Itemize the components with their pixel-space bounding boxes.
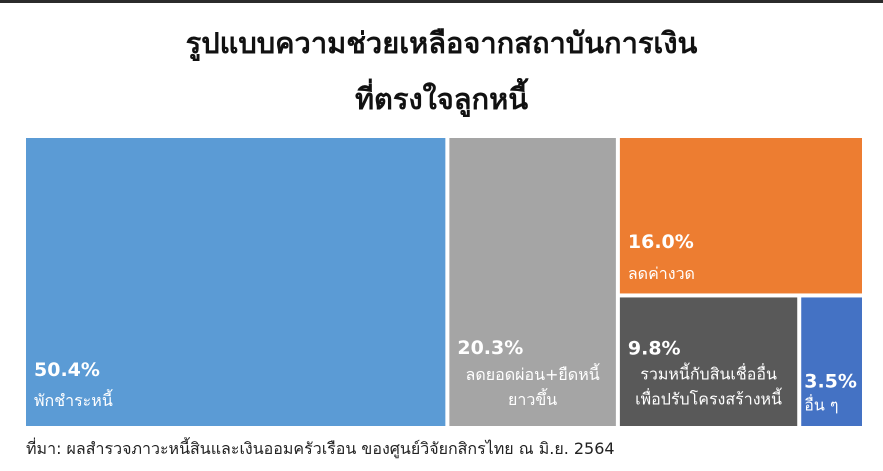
treemap-rect-reduce-installment <box>619 138 862 294</box>
category-label-reduce-extend-1: ลดยอดผ่อน+ยืดหนี้ <box>466 363 601 384</box>
treemap-rect-suspend-payment <box>26 138 446 426</box>
value-label-other: 3.5% <box>804 370 857 392</box>
treemap-cell-other: 3.5%อื่น ๆ <box>801 297 862 426</box>
chart-title-line-1: รูปแบบความช่วยเหลือจากสถาบันการเงิน <box>185 26 698 60</box>
category-label-reduce-extend-2: ยาวขึ้น <box>508 388 557 409</box>
value-label-reduce-extend: 20.3% <box>457 337 523 359</box>
value-label-suspend-payment: 50.4% <box>34 359 100 381</box>
category-label-consolidate-1: รวมหนี้กับสินเชื่ออื่น <box>640 362 777 383</box>
treemap-rect-other <box>801 297 862 426</box>
treemap-cell-reduce-extend: 20.3% ลดยอดผ่อน+ยืดหนี้ยาวขึ้น <box>449 138 616 426</box>
source-note: ที่มา: ผลสำรวจภาวะหนี้สินและเงินออมครัวเ… <box>26 439 615 458</box>
treemap-rect-consolidate <box>619 297 798 426</box>
chart-title-line-2: ที่ตรงใจลูกหนี้ <box>354 82 529 116</box>
category-label-suspend-payment: พักชำระหนี้ <box>34 389 113 410</box>
treemap-cell-reduce-installment: 16.0% ลดค่างวด <box>619 138 862 294</box>
top-border <box>0 0 883 3</box>
category-label-consolidate-2: เพื่อปรับโครงสร้างหนี้ <box>635 387 782 408</box>
category-label-other: อื่น ๆ <box>804 393 838 414</box>
treemap-rect-reduce-extend <box>449 138 616 426</box>
category-label-reduce-installment: ลดค่างวด <box>628 264 695 283</box>
value-label-consolidate: 9.8% <box>628 337 681 359</box>
treemap-cell-consolidate: 9.8% รวมหนี้กับสินเชื่ออื่นเพื่อปรับโครงส… <box>619 297 798 426</box>
value-label-reduce-installment: 16.0% <box>628 231 694 253</box>
treemap-cell-suspend-payment: 50.4% พักชำระหนี้ <box>26 138 446 426</box>
